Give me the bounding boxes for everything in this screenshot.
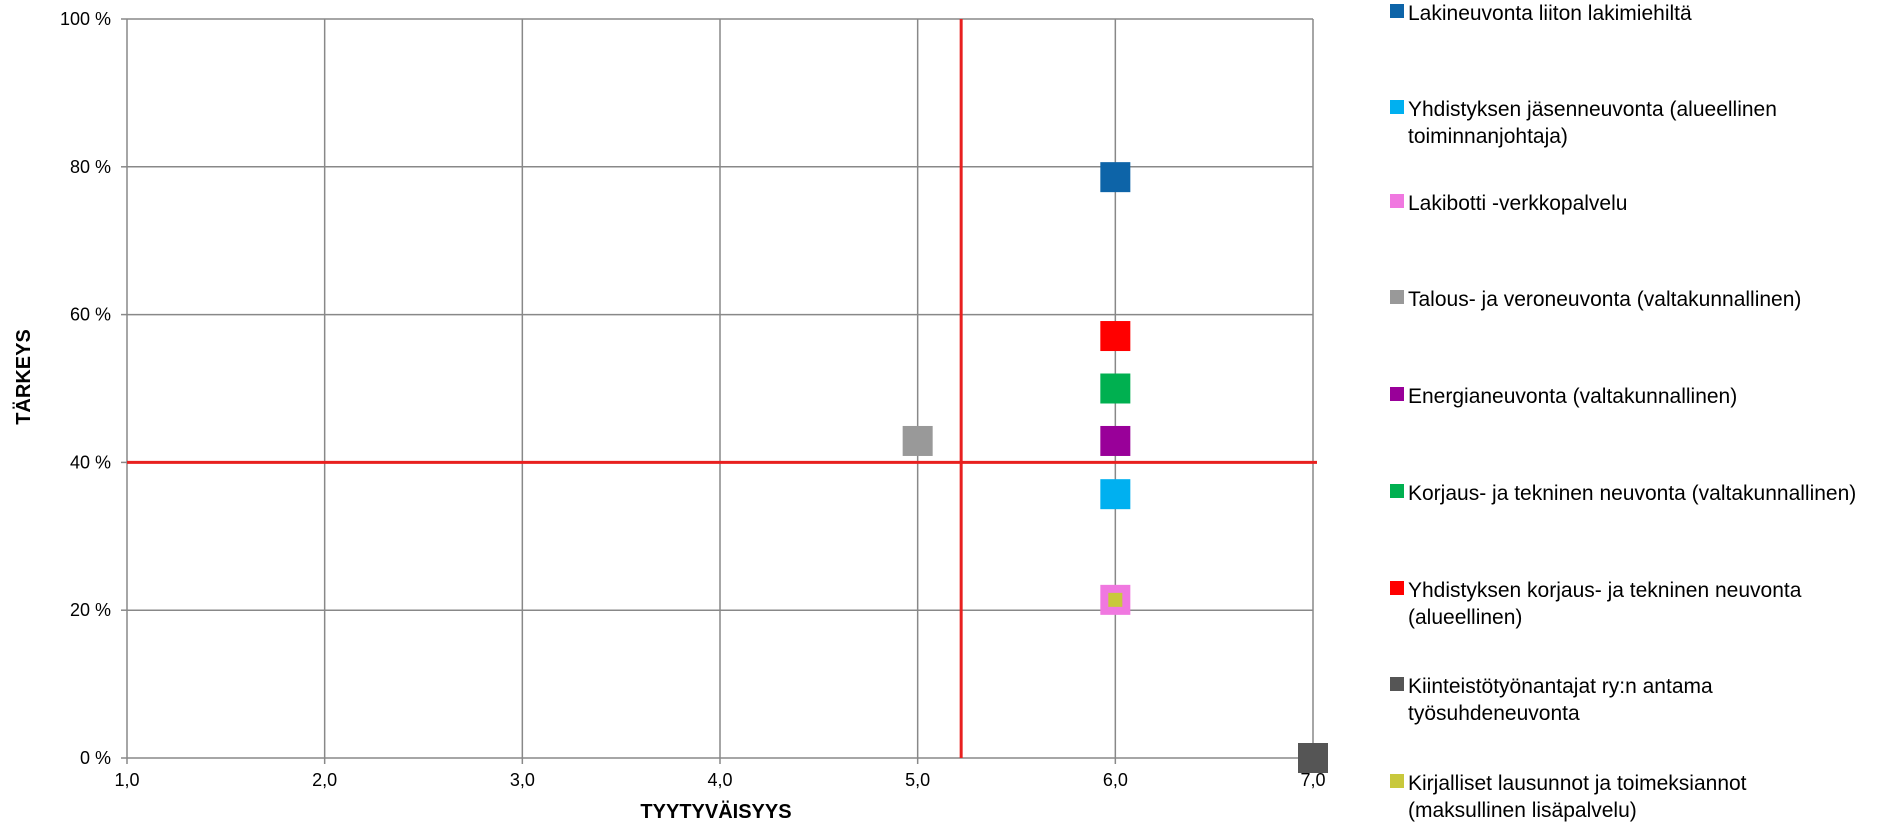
x-tick-label: 5,0 [905, 770, 930, 790]
x-tick-label: 6,0 [1103, 770, 1128, 790]
grid-lines [121, 18, 1314, 764]
x-tick-label: 4,0 [707, 770, 732, 790]
legend-swatch [1390, 100, 1404, 114]
x-tick-label: 1,0 [114, 770, 139, 790]
legend-item: Yhdistyksen jäsenneuvonta (alueellinen t… [1390, 96, 1870, 150]
data-point [1298, 743, 1328, 773]
legend-item: Talous- ja veroneuvonta (valtakunnalline… [1390, 286, 1870, 313]
legend-label: Lakineuvonta liiton lakimiehiltä [1408, 2, 1692, 25]
y-tick-label: 100 % [60, 9, 111, 29]
legend-item: Energianeuvonta (valtakunnallinen) [1390, 383, 1870, 410]
y-axis-title: TÄRKEYS [12, 329, 35, 425]
y-tick-label: 20 % [70, 600, 111, 620]
x-tick-label: 3,0 [510, 770, 535, 790]
y-tick-label: 40 % [70, 452, 111, 472]
y-tick-label: 80 % [70, 157, 111, 177]
y-tick-labels: 0 % 20 % 40 % 60 % 80 % 100 % [60, 9, 111, 768]
data-point [1100, 162, 1131, 193]
legend-label: Lakibotti -verkkopalvelu [1408, 192, 1628, 215]
data-points [902, 162, 1328, 773]
legend-swatch [1390, 290, 1404, 304]
legend-label: Talous- ja veroneuvonta (valtakunnalline… [1408, 288, 1802, 311]
legend-item: Lakibotti -verkkopalvelu [1390, 190, 1870, 217]
legend-swatch [1390, 194, 1404, 208]
legend-item: Kiinteistötyönantajat ry:n antama työsuh… [1390, 673, 1870, 727]
y-tick-label: 60 % [70, 305, 111, 325]
reference-lines [127, 19, 1317, 758]
data-point [1100, 373, 1131, 404]
data-point [1108, 592, 1123, 607]
legend-label: Kirjalliset lausunnot ja toimeksiannot (… [1408, 772, 1747, 822]
legend-item: Korjaus- ja tekninen neuvonta (valtakunn… [1390, 480, 1870, 507]
legend-swatch [1390, 387, 1404, 401]
legend-label: Kiinteistötyönantajat ry:n antama työsuh… [1408, 675, 1713, 725]
legend-item: Kirjalliset lausunnot ja toimeksiannot (… [1390, 770, 1870, 824]
x-axis-title: TYYTYVÄISYYS [640, 800, 791, 823]
x-tick-label: 2,0 [312, 770, 337, 790]
legend-label: Energianeuvonta (valtakunnallinen) [1408, 385, 1738, 408]
legend-swatch [1390, 677, 1404, 691]
legend-item: Lakineuvonta liiton lakimiehiltä [1390, 0, 1870, 27]
legend-swatch [1390, 484, 1404, 498]
x-tick-labels: 1,0 2,0 3,0 4,0 5,0 6,0 7,0 [114, 770, 1325, 790]
y-tick-label: 0 % [80, 748, 111, 768]
legend-label: Yhdistyksen jäsenneuvonta (alueellinen t… [1408, 98, 1777, 148]
legend-swatch [1390, 774, 1404, 788]
legend-swatch [1390, 4, 1404, 18]
x-tick-label: 7,0 [1300, 770, 1325, 790]
legend-swatch [1390, 581, 1404, 595]
data-point [1100, 321, 1131, 352]
data-point [1100, 425, 1131, 456]
legend-item: Yhdistyksen korjaus- ja tekninen neuvont… [1390, 577, 1870, 631]
data-point [902, 425, 933, 456]
data-point [1100, 479, 1131, 510]
legend-label: Yhdistyksen korjaus- ja tekninen neuvont… [1408, 579, 1802, 629]
legend-label: Korjaus- ja tekninen neuvonta (valtakunn… [1408, 482, 1857, 505]
